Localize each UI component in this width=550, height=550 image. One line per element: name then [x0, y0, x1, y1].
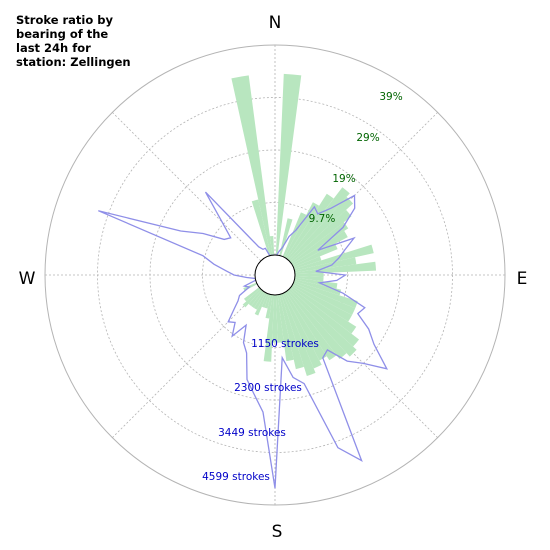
ratio-bar — [281, 293, 316, 377]
ratio-bar — [254, 292, 268, 316]
labels: N E S W 9.7% 19% 29% 39% 1150 strokes 2300 stroke… — [19, 13, 528, 542]
ratio-bar — [287, 187, 350, 261]
ratio-bar — [275, 73, 302, 256]
ratio-bar — [272, 294, 278, 343]
ratio-bar — [231, 75, 273, 256]
ratio-bar — [279, 294, 304, 370]
ratio-bar — [292, 282, 356, 316]
ratio-bar — [294, 275, 324, 282]
direction-label-e: E — [517, 269, 528, 289]
ratio-bar — [293, 256, 322, 269]
stroke-tick-label: 1150 strokes — [251, 338, 319, 350]
ratio-bar — [294, 272, 324, 278]
ratio-bar — [248, 289, 263, 307]
ratio-bar — [282, 292, 322, 369]
ratio-bar — [293, 281, 358, 309]
chart-title: Stroke ratio by bearing of the last 24h … — [16, 13, 131, 69]
ratio-bar — [285, 290, 337, 361]
ratio-bar — [251, 290, 265, 308]
ratio-bar — [277, 294, 294, 362]
ratio-bar — [294, 279, 342, 296]
stroke-tick-label: 4599 strokes — [202, 471, 270, 483]
ratio-bar — [294, 257, 357, 273]
ratio-bar — [265, 294, 273, 319]
ratio-tick-label: 9.7% — [309, 213, 336, 225]
stroke-line-layer — [98, 191, 389, 489]
ratio-bar — [290, 222, 349, 265]
ratio-bar — [253, 291, 266, 310]
ratio-bar — [284, 202, 320, 259]
ratio-bar — [285, 193, 334, 260]
grid-spoke — [112, 288, 262, 438]
stroke-tick-label: 3449 strokes — [218, 427, 286, 439]
ratio-tick-label: 19% — [332, 173, 355, 185]
direction-label-w: W — [19, 269, 36, 289]
ratio-bar — [292, 243, 338, 268]
grid-spoke — [112, 112, 262, 262]
ratio-bar — [284, 291, 327, 361]
ratio-bar — [269, 235, 275, 256]
grid-spoke — [288, 112, 438, 262]
ratio-bar — [261, 293, 269, 308]
stroke-tick-label: 2300 strokes — [234, 382, 302, 394]
ratio-bar — [275, 294, 284, 343]
ratio-bar — [289, 287, 360, 347]
ratio-bar — [263, 294, 275, 362]
ratio-bar — [242, 288, 262, 308]
ratio-bar — [289, 209, 352, 263]
ratio-tick-label: 39% — [379, 91, 402, 103]
ratio-bar — [294, 244, 374, 271]
ratio-bar — [291, 284, 353, 322]
ratio-bar — [288, 196, 354, 262]
direction-label-n: N — [269, 13, 282, 33]
ratio-bar — [287, 289, 347, 360]
ratio-tick-label: 29% — [356, 132, 379, 144]
ratio-bar — [264, 294, 271, 309]
ratio-bar — [290, 285, 357, 334]
direction-label-s: S — [272, 522, 283, 542]
stroke-count-line — [98, 191, 389, 489]
ratio-bar — [251, 199, 271, 256]
ratio-bar — [288, 288, 357, 357]
center-circle — [254, 254, 296, 296]
ratio-bars — [231, 73, 377, 377]
ratio-bar — [294, 261, 377, 275]
ratio-bar — [243, 287, 261, 302]
